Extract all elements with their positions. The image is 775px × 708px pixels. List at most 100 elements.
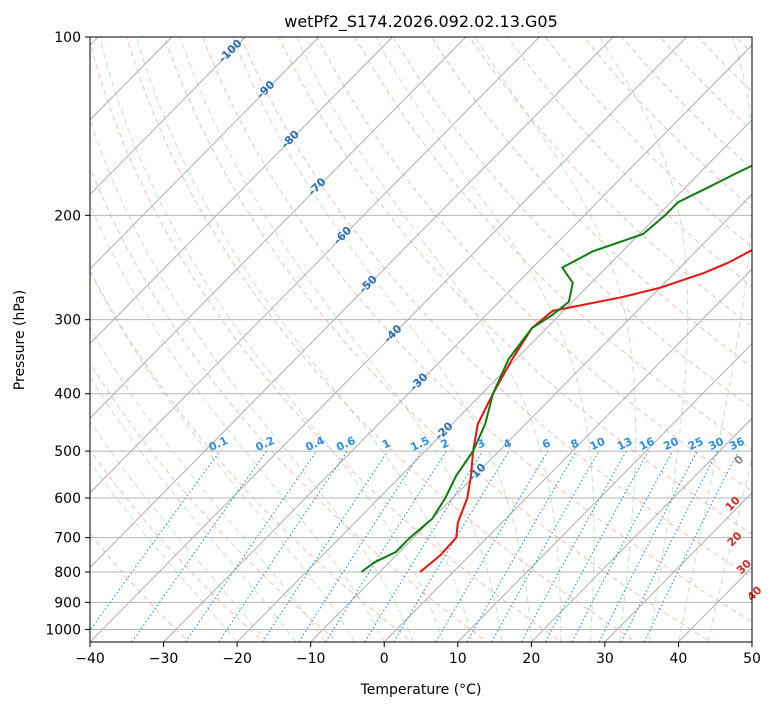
dry-adiabat xyxy=(90,269,414,642)
dry-adiabat xyxy=(240,37,752,579)
dry-adiabat xyxy=(659,37,752,131)
x-tick-label: 0 xyxy=(380,651,389,667)
mixing-ratio-line xyxy=(521,450,627,642)
x-tick-label: −40 xyxy=(75,651,105,667)
x-tick-label: −10 xyxy=(296,651,326,667)
y-tick-label: 1000 xyxy=(45,622,81,638)
moist-adiabat xyxy=(90,326,326,642)
y-tick-label: 500 xyxy=(54,444,81,460)
mixing-ratio-line xyxy=(571,450,674,642)
x-tick-label: −30 xyxy=(149,651,179,667)
dry-adiabat xyxy=(468,37,752,328)
isotherm-label: -40 xyxy=(381,322,404,345)
mixing-ratio-line xyxy=(545,450,649,642)
isotherm-label: -30 xyxy=(407,370,430,393)
dry-adiabat xyxy=(735,37,752,54)
axes: −40 −30 −20 −10 0 10 20 30 40 5010020030040050060… xyxy=(45,30,761,667)
background-lines xyxy=(90,24,775,645)
mixing-ratio-line xyxy=(364,450,483,642)
moist-adiabat-label: 30 xyxy=(734,557,754,577)
y-tick-label: 900 xyxy=(54,595,81,611)
x-tick-label: 20 xyxy=(522,651,540,667)
moist-adiabat-label: 10 xyxy=(723,494,743,514)
mixing-ratio-label: 4 xyxy=(501,436,514,451)
y-tick-label: 300 xyxy=(54,313,81,329)
mixing-ratio-line xyxy=(185,450,317,642)
y-tick-label: 700 xyxy=(54,531,81,547)
mixing-ratio-label: 30 xyxy=(707,435,727,453)
mixing-ratio-line xyxy=(466,450,577,642)
moist-adiabat xyxy=(677,37,752,642)
dry-adiabat xyxy=(90,533,190,642)
isotherm xyxy=(90,37,393,345)
dry-adiabat xyxy=(430,37,752,368)
isotherm-label: -10 xyxy=(465,461,488,484)
dry-adiabat xyxy=(126,37,638,642)
mixing-ratio-line xyxy=(90,450,221,632)
dry-adiabat xyxy=(583,37,752,209)
dry-adiabat xyxy=(90,166,488,642)
sounding-traces xyxy=(360,164,752,573)
mixing-ratio-line xyxy=(643,450,739,642)
mixing-ratio-line xyxy=(325,450,447,642)
dry-adiabat xyxy=(697,37,752,93)
dry-adiabat xyxy=(278,37,752,535)
isotherm xyxy=(604,492,752,642)
moist-adiabat xyxy=(179,37,503,642)
mixing-ratio-label: 6 xyxy=(540,436,553,451)
dry-adiabat xyxy=(90,40,563,642)
mixing-ratio-label: 36 xyxy=(727,435,747,453)
y-tick-label: 100 xyxy=(54,30,81,46)
isotherm-label: -90 xyxy=(254,78,277,101)
y-axis-label: Pressure (hPa) xyxy=(12,290,28,390)
y-tick-label: 200 xyxy=(54,208,81,224)
mixing-ratio-line xyxy=(218,450,348,642)
isotherm-label: -100 xyxy=(216,37,245,66)
moist-adiabat xyxy=(232,37,532,642)
x-tick-label: −20 xyxy=(222,651,252,667)
isotherm xyxy=(236,119,752,642)
mixing-ratio-label: 13 xyxy=(615,435,634,453)
dry-adiabat xyxy=(506,37,752,288)
isotherm xyxy=(383,268,752,642)
mixing-ratio-label: 20 xyxy=(661,435,681,453)
isotherm xyxy=(457,342,752,642)
mixing-ratio-label: 25 xyxy=(686,435,705,453)
dry-adiabat xyxy=(164,37,712,642)
mixing-ratio-line xyxy=(435,450,549,642)
x-tick-label: 30 xyxy=(596,651,614,667)
isotherm-label: -20 xyxy=(432,419,455,442)
isotherm-label: -60 xyxy=(331,224,354,247)
dry-adiabat xyxy=(761,24,775,645)
x-tick-label: 50 xyxy=(743,651,761,667)
moist-adiabat xyxy=(136,37,473,642)
mixing-ratio-line xyxy=(598,450,698,642)
dry-adiabat xyxy=(545,37,752,248)
isotherm-label: -80 xyxy=(279,128,302,151)
dry-adiabat xyxy=(202,37,752,623)
dry-adiabat xyxy=(392,37,752,409)
mixing-ratio-line xyxy=(621,450,719,642)
isotherm xyxy=(90,37,614,569)
y-tick-label: 800 xyxy=(54,565,81,581)
isotherm-label: -50 xyxy=(357,273,380,296)
isotherm xyxy=(310,193,752,642)
dewpoint-trace xyxy=(360,164,752,573)
moist-adiabat xyxy=(90,203,385,642)
isotherm-label: -70 xyxy=(305,175,328,198)
moist-adiabat-label: 0 xyxy=(732,453,747,468)
moist-adiabat xyxy=(375,37,595,642)
moist-adiabat xyxy=(90,270,356,642)
x-axis-label: Temperature (°C) xyxy=(360,682,482,698)
isotherm xyxy=(90,37,687,642)
moist-adiabat xyxy=(90,461,238,642)
mixing-ratio-line xyxy=(131,450,268,642)
isotherm xyxy=(678,566,752,642)
mixing-ratio-label: 16 xyxy=(637,435,657,453)
isotherm xyxy=(90,37,467,419)
moist-adiabat xyxy=(598,37,689,642)
mixing-ratio-label: 10 xyxy=(588,435,608,453)
y-tick-label: 400 xyxy=(54,387,81,403)
isotherm xyxy=(90,37,246,196)
